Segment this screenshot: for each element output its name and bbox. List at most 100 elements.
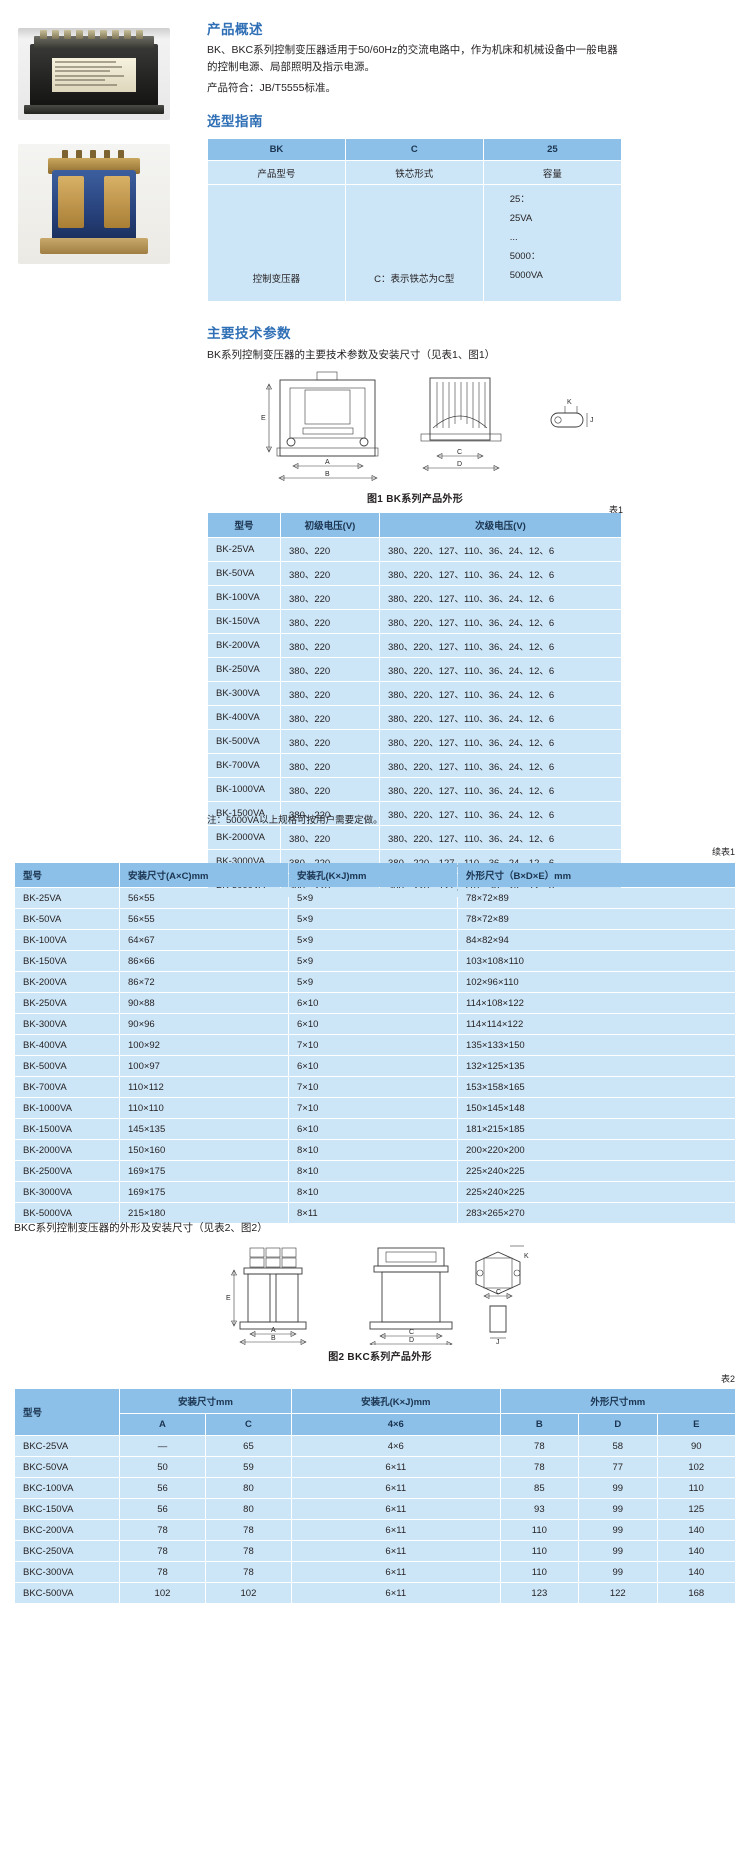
cell-secondary-voltage: 380、220、127、110、36、24、12、6 <box>380 610 621 633</box>
cell-outline-size: 200×220×200 <box>458 1140 735 1160</box>
table-2-bk-dimensions: 型号 安装尺寸(A×C)mm 安装孔(K×J)mm 外形尺寸（B×D×E）mm … <box>14 862 736 1224</box>
cell-outline-size: 283×265×270 <box>458 1203 735 1223</box>
table-row: BK-250VA 90×88 6×10 114×108×122 <box>15 993 735 1013</box>
cell-hole: 6×11 <box>291 1520 500 1540</box>
cell-model: BK-1500VA <box>208 802 280 825</box>
bk-mounting-slot-detail: K J <box>550 399 594 428</box>
t3-sub-b: B <box>500 1414 579 1435</box>
bkc-section-line: BKC系列控制变压器的外形及安装尺寸（见表2、图2） <box>14 1222 268 1234</box>
cell-mounting-hole: 6×10 <box>289 1014 457 1034</box>
cell-a: 78 <box>120 1541 205 1561</box>
cell-secondary-voltage: 380、220、127、110、36、24、12、6 <box>380 754 621 777</box>
cell-e: 140 <box>657 1562 735 1582</box>
cell-model: BK-400VA <box>15 1035 119 1055</box>
cell-mounting-size: 86×72 <box>120 972 288 992</box>
figure-1-bk-outline: A B E C D <box>205 368 625 488</box>
cell-primary-voltage: 380、220 <box>281 730 379 753</box>
cell-primary-voltage: 380、220 <box>281 634 379 657</box>
table-2-tag: 续表1 <box>711 847 735 857</box>
cell-e: 90 <box>657 1436 735 1456</box>
cell-e: 140 <box>657 1541 735 1561</box>
cell-secondary-voltage: 380、220、127、110、36、24、12、6 <box>380 682 621 705</box>
overview-paragraph-2: 产品符合：JB/T5555标准。 <box>207 82 336 94</box>
cell-mounting-hole: 7×10 <box>289 1035 457 1055</box>
cell-outline-size: 153×158×165 <box>458 1077 735 1097</box>
cell-model: BKC-200VA <box>15 1520 119 1540</box>
cell-model: BK-3000VA <box>15 1182 119 1202</box>
table-row: 产品型号 铁芯形式 容量 <box>208 161 621 184</box>
capacity-line: ... <box>509 231 518 243</box>
table-row: BK-200VA 380、220 380、220、127、110、36、24、12、… <box>208 634 621 657</box>
cell-e: 168 <box>657 1583 735 1603</box>
product-photo-column <box>18 28 178 288</box>
svg-text:K: K <box>567 399 572 406</box>
overview-heading: 产品概述 <box>207 22 263 37</box>
cell-model: BK-700VA <box>15 1077 119 1097</box>
table-row: BK-25VA 56×55 5×9 78×72×89 <box>15 888 735 908</box>
cell-mounting-size: 110×112 <box>120 1077 288 1097</box>
cell-outline-size: 103×108×110 <box>458 951 735 971</box>
cell-mounting-hole: 8×10 <box>289 1140 457 1160</box>
cell-model: BKC-100VA <box>15 1478 119 1498</box>
cell-mounting-hole: 5×9 <box>289 951 457 971</box>
table-row: BK-50VA 56×55 5×9 78×72×89 <box>15 909 735 929</box>
cell-c: 59 <box>205 1457 291 1477</box>
cell-e: 102 <box>657 1457 735 1477</box>
cell-d: 99 <box>579 1541 657 1561</box>
bk-side-view: C D <box>420 377 502 471</box>
cell-c: 78 <box>205 1562 291 1582</box>
cell-mounting-size: 145×135 <box>120 1119 288 1139</box>
cell-mounting-size: 86×66 <box>120 951 288 971</box>
cell-model: BKC-150VA <box>15 1499 119 1519</box>
table-row: BK-300VA 90×96 6×10 114×114×122 <box>15 1014 735 1034</box>
svg-text:K: K <box>524 1253 529 1260</box>
cell-a: — <box>120 1436 205 1456</box>
cell-model: BK-25VA <box>15 888 119 908</box>
cell-model: BKC-250VA <box>15 1541 119 1561</box>
cell-mounting-hole: 5×9 <box>289 888 457 908</box>
cell-model: BK-1500VA <box>15 1119 119 1139</box>
cell-outline-size: 114×114×122 <box>458 1014 735 1034</box>
capacity-line: 25VA <box>509 212 533 224</box>
t3-sub-hole: 4×6 <box>291 1414 500 1435</box>
cell-b: 110 <box>500 1520 579 1540</box>
table-row: BK-3000VA 169×175 8×10 225×240×225 <box>15 1182 735 1202</box>
cell-d: 99 <box>579 1562 657 1582</box>
cell-primary-voltage: 380、220 <box>281 778 379 801</box>
cell-model: BK-300VA <box>15 1014 119 1034</box>
cell-d: 58 <box>579 1436 657 1456</box>
cell-mounting-hole: 6×10 <box>289 1056 457 1076</box>
cell-model: BK-25VA <box>208 538 280 561</box>
t3-sub-a: A <box>120 1414 205 1435</box>
cell-hole: 6×11 <box>291 1478 500 1498</box>
table-1-tag: 表1 <box>608 505 623 515</box>
guide-detail-core: C：表示铁芯为C型 <box>345 185 483 301</box>
cell-primary-voltage: 380、220 <box>281 682 379 705</box>
cell-secondary-voltage: 380、220、127、110、36、24、12、6 <box>380 778 621 801</box>
cell-outline-size: 84×82×94 <box>458 930 735 950</box>
cell-secondary-voltage: 380、220、127、110、36、24、12、6 <box>380 538 621 561</box>
cell-mounting-size: 169×175 <box>120 1182 288 1202</box>
svg-text:J: J <box>590 417 594 424</box>
cell-outline-size: 132×125×135 <box>458 1056 735 1076</box>
table-row: BK-500VA 100×97 6×10 132×125×135 <box>15 1056 735 1076</box>
cell-mounting-size: 110×110 <box>120 1098 288 1118</box>
table-row: BKC-50VA 50 59 6×11 78 77 102 <box>15 1457 735 1477</box>
t3-sub-e: E <box>657 1414 735 1435</box>
capacity-line: 5000： <box>509 250 541 262</box>
guide-code-25: 25 <box>483 139 621 160</box>
guide-code-bk: BK <box>208 139 345 160</box>
table-row: BK-150VA 86×66 5×9 103×108×110 <box>15 951 735 971</box>
cell-mounting-size: 100×92 <box>120 1035 288 1055</box>
table-row: BK-1000VA 380、220 380、220、127、110、36、24、12… <box>208 778 621 801</box>
capacity-line: 25： <box>509 193 530 205</box>
cell-model: BK-2500VA <box>15 1161 119 1181</box>
cell-mounting-size: 215×180 <box>120 1203 288 1223</box>
table-row: BKC-250VA 78 78 6×11 110 99 140 <box>15 1541 735 1561</box>
overview-paragraph-1: BK、BKC系列控制变压器适用于50/60Hz的交流电路中，作为机床和机械设备中… <box>207 44 618 74</box>
cell-secondary-voltage: 380、220、127、110、36、24、12、6 <box>380 586 621 609</box>
table-header-row: 型号 初级电压(V) 次级电压(V) <box>208 513 621 537</box>
table-row: BK-500VA 380、220 380、220、127、110、36、24、12、… <box>208 730 621 753</box>
cell-d: 99 <box>579 1520 657 1540</box>
cell-b: 110 <box>500 1562 579 1582</box>
